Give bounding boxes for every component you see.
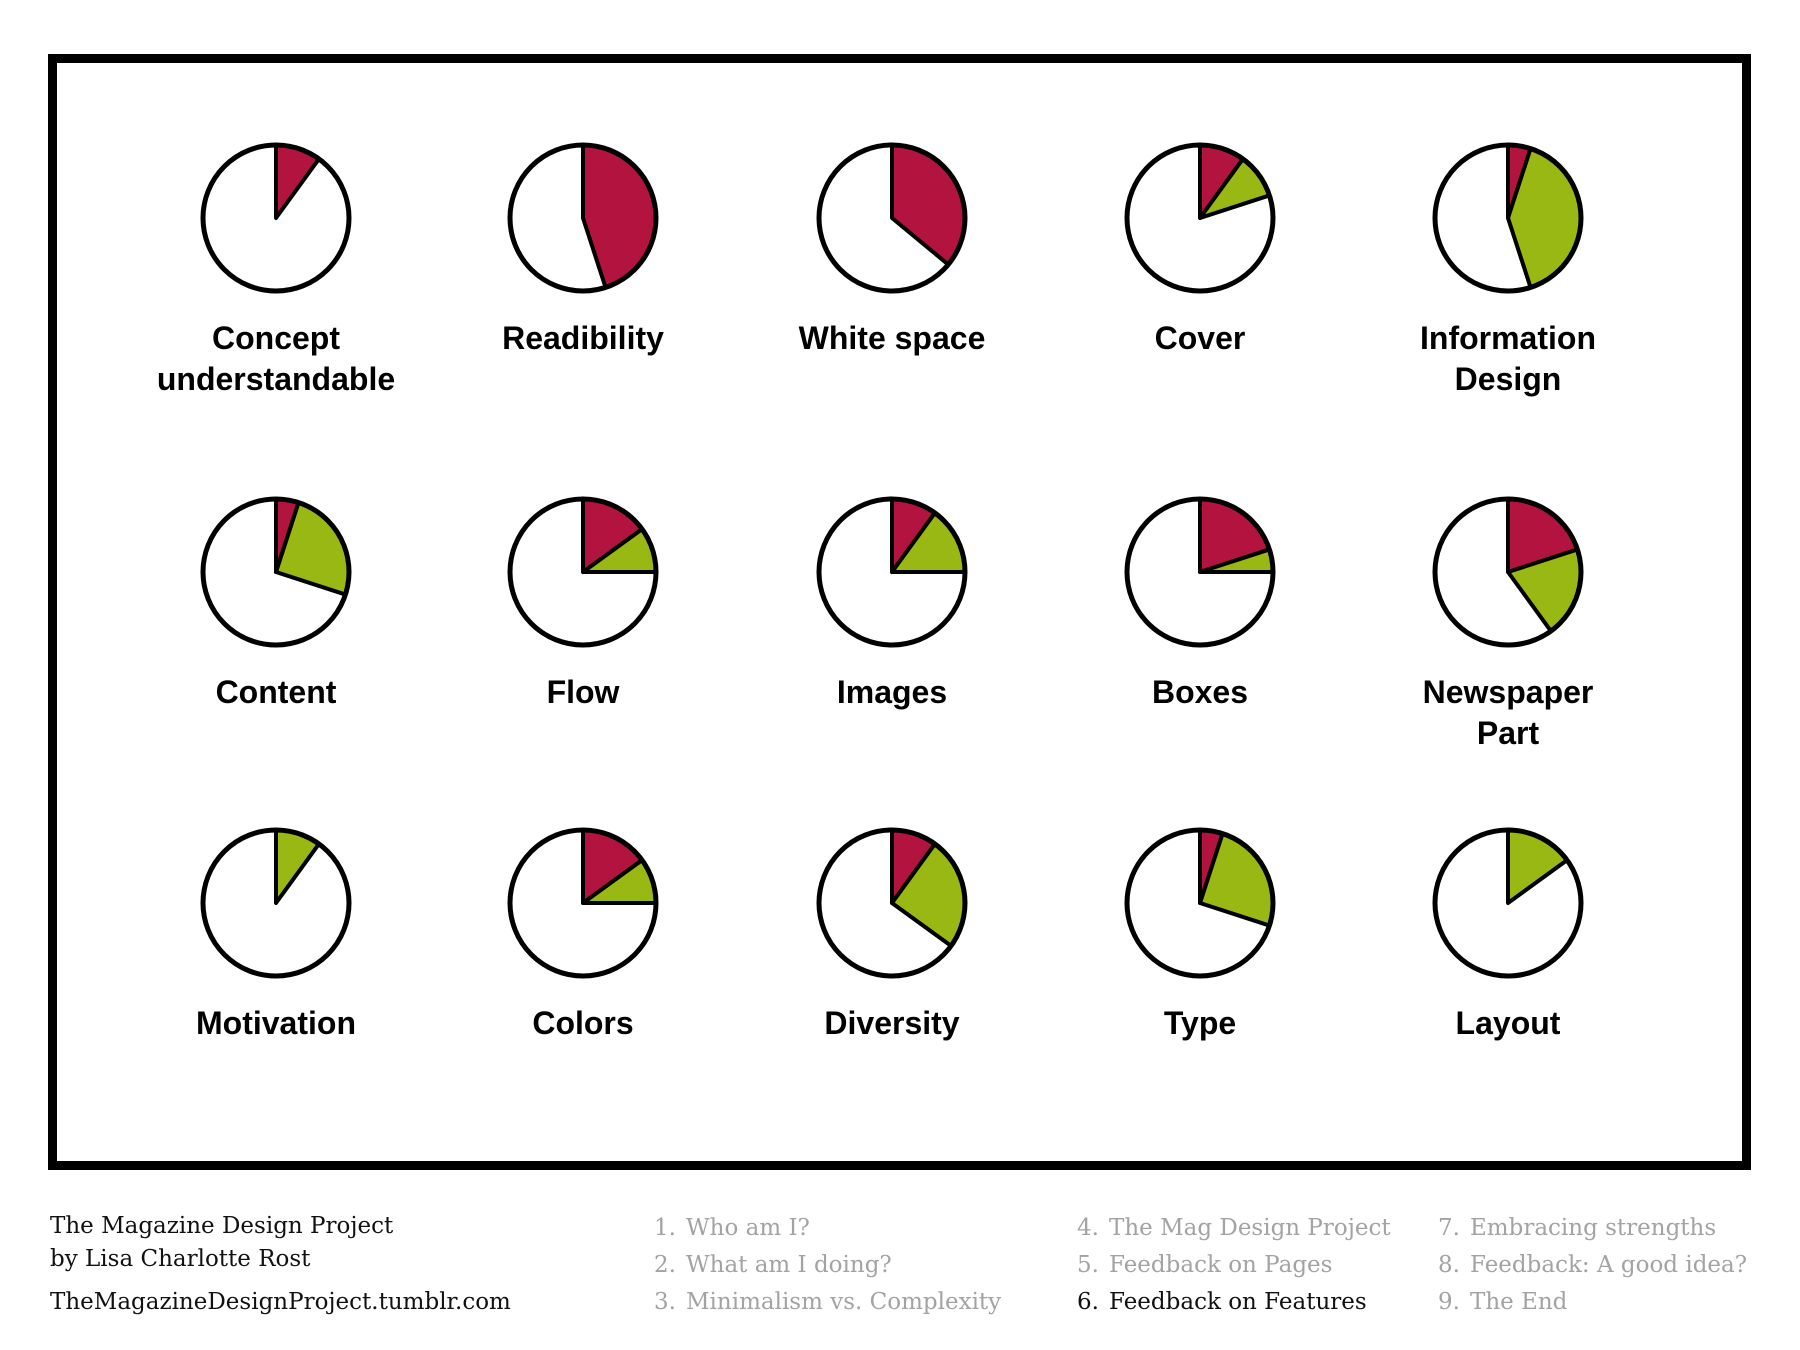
pie-chart: Diversity [742,823,1042,1044]
pie-chart: Cover [1050,138,1350,359]
pie-chart: Newspaper Part [1358,492,1658,754]
pie-outline [507,827,659,979]
pie-outline [1432,827,1584,979]
pie-svg [816,142,968,294]
toc-text: The Mag Design Project [1109,1215,1391,1241]
toc-text: Feedback on Pages [1109,1252,1333,1278]
pie-label: Images [836,674,948,710]
toc-text: Minimalism vs. Complexity [686,1289,1002,1315]
pie-svg [200,142,352,294]
toc-text: The End [1470,1289,1568,1315]
toc-item[interactable]: 4. The Mag Design Project [1077,1210,1391,1247]
pie-svg [507,827,659,979]
pie-svg [1124,142,1276,294]
pie-label: White space [798,320,986,356]
pie-outline [200,142,352,294]
pie-label: Type [1163,1005,1237,1041]
pie-svg [507,142,659,294]
pie-svg [200,496,352,648]
pie-outline [1432,142,1584,294]
pie-outline [507,496,659,648]
toc-number: 3. [654,1289,676,1315]
toc-number: 2. [654,1252,676,1278]
pie-label: Information Design [1420,320,1596,397]
toc-number: 9. [1438,1289,1460,1315]
pie-chart: Content [126,492,426,713]
pie-label: Colors [532,1005,634,1041]
pie-label: Content [215,674,337,710]
pie-label: Layout [1455,1005,1561,1041]
toc-item[interactable]: 3. Minimalism vs. Complexity [654,1284,1001,1321]
pie-svg [816,496,968,648]
pie-svg [1432,496,1584,648]
pie-label: Boxes [1151,674,1249,710]
pie-outline [816,142,968,294]
pie-label: Motivation [196,1005,356,1041]
pie-outline [200,496,352,648]
pie-outline [1124,827,1276,979]
toc-item[interactable]: 7. Embracing strengths [1438,1210,1747,1247]
pie-label: Newspaper Part [1422,674,1594,751]
toc-item[interactable]: 2. What am I doing? [654,1247,1001,1284]
pie-svg [1124,496,1276,648]
project-url[interactable]: TheMagazineDesignProject.tumblr.com [50,1289,511,1315]
pie-chart: Motivation [126,823,426,1044]
pie-svg [507,496,659,648]
pie-svg [200,827,352,979]
pie-chart: Boxes [1050,492,1350,713]
toc-text: What am I doing? [686,1252,892,1278]
pie-outline [816,496,968,648]
toc-item[interactable]: 5. Feedback on Pages [1077,1247,1391,1284]
toc-number: 8. [1438,1252,1460,1278]
toc-item[interactable]: 1. Who am I? [654,1210,1001,1247]
pie-outline [507,142,659,294]
pie-label: Readibility [502,320,664,356]
toc-column: 4. The Mag Design Project 5. Feedback on Pa… [1077,1210,1391,1321]
pie-chart: Readibility [433,138,733,359]
toc-text: Feedback: A good idea? [1470,1252,1748,1278]
pie-label: Cover [1154,320,1246,356]
toc-text: Who am I? [686,1215,810,1241]
pie-chart: Layout [1358,823,1658,1044]
toc-column: 7. Embracing strengths 8. Feedback: A good … [1438,1210,1747,1321]
toc-item[interactable]: 8. Feedback: A good idea? [1438,1247,1747,1284]
pie-chart: Colors [433,823,733,1044]
pie-chart: Type [1050,823,1350,1044]
pie-svg [1432,827,1584,979]
toc-item[interactable]: 9. The End [1438,1284,1747,1321]
pie-outline [1124,496,1276,648]
toc-item[interactable]: 6. Feedback on Features [1077,1284,1391,1321]
pie-chart: White space [742,138,1042,359]
footer-credits: The Magazine Design Project by Lisa Char… [50,1210,511,1319]
pie-outline [200,827,352,979]
pie-chart: Information Design [1358,138,1658,400]
pie-outline [1124,142,1276,294]
toc-number: 6. [1077,1289,1099,1315]
pie-svg [816,827,968,979]
toc-number: 1. [654,1215,676,1241]
pie-chart: Images [742,492,1042,713]
project-title: The Magazine Design Project [50,1213,394,1239]
toc-column: 1. Who am I? 2. What am I doing? 3. Minimalis… [654,1210,1001,1321]
toc-number: 5. [1077,1252,1099,1278]
pie-outline [816,827,968,979]
pie-label: Concept understandable [156,320,396,397]
pie-chart: Flow [433,492,733,713]
author-line: by Lisa Charlotte Rost [50,1246,311,1272]
toc-text: Feedback on Features [1109,1289,1367,1315]
toc-number: 7. [1438,1215,1460,1241]
toc-text: Embracing strengths [1470,1215,1717,1241]
pie-label: Diversity [824,1005,960,1041]
toc-number: 4. [1077,1215,1099,1241]
pie-svg [1432,142,1584,294]
pie-chart: Concept understandable [126,138,426,400]
pie-svg [1124,827,1276,979]
pie-outline [1432,496,1584,648]
pie-label: Flow [546,674,620,710]
